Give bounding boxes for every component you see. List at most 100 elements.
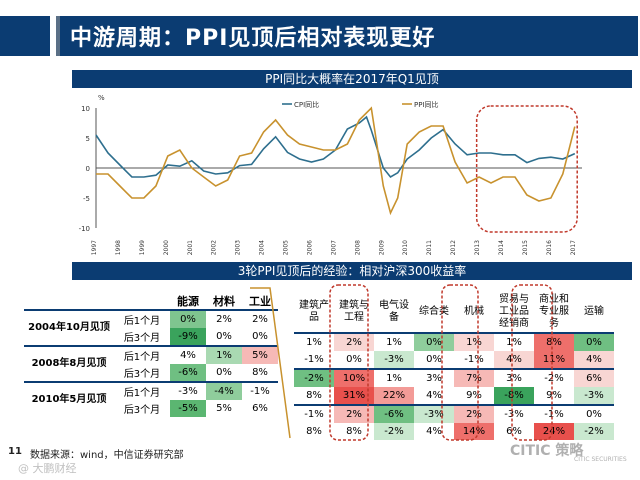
table-row: 2004年10月见顶 后1个月 0% 2% 2% <box>24 309 278 346</box>
right-table-header: 综合类 <box>419 306 449 317</box>
left-table-header-row: 能源 材料 工业 <box>24 292 278 310</box>
table-cell: 1% <box>494 332 534 351</box>
table-cell: 1% <box>374 332 414 351</box>
watermark: @ 大鹏财经 <box>18 462 77 475</box>
chart-banner: PPI同比大概率在2017年Q1见顶 <box>72 70 632 88</box>
table-cell: 14% <box>454 423 494 440</box>
table-cell: 0% <box>242 328 278 346</box>
right-table-header: 运输 <box>584 306 604 317</box>
logo: CITIC 策略 <box>510 443 584 459</box>
y-axis-unit: % <box>98 94 105 102</box>
table-cell: 6% <box>242 400 278 417</box>
table-row: -2% 10% 1% 3% 7% 3% -2% 6% <box>294 368 614 387</box>
table-cell: 24% <box>534 423 574 440</box>
table-cell: -4% <box>206 381 242 400</box>
horizon-label: 后1个月 <box>114 309 170 328</box>
x-tick-label: 1999 <box>139 240 146 255</box>
table-row: 1% 2% 1% 0% 1% 1% 8% 0% <box>294 332 614 351</box>
x-tick-label: 2011 <box>426 240 433 255</box>
x-tick-label: 2014 <box>498 240 505 255</box>
table-cell: -3% <box>414 404 454 423</box>
table-cell: 4% <box>170 345 206 364</box>
x-tick-label: 2016 <box>546 240 553 255</box>
table-cell: 4% <box>494 351 534 369</box>
legend-label: PPI同比 <box>414 100 439 109</box>
right-table: 建筑产品 建筑与工程 电气设备 综合类 机械 贸易与工业品经销商 商业和专业服务 运输 1% 2%… <box>294 292 614 440</box>
y-tick-label: 0 <box>86 165 90 173</box>
table-cell: 0% <box>334 351 374 369</box>
x-tick-label: 2002 <box>211 240 218 255</box>
table-cell: 0% <box>206 364 242 382</box>
y-tick-label: 10 <box>81 105 90 113</box>
table-cell: 9% <box>534 387 574 405</box>
table-cell: -1% <box>242 381 278 400</box>
legend-label: CPI同比 <box>294 100 319 109</box>
table-cell: -1% <box>534 404 574 423</box>
title-bar: 中游周期：PPI见顶后相对表现更好 <box>56 16 638 56</box>
table-cell: 8% <box>294 387 334 405</box>
table-cell: 1% <box>206 345 242 364</box>
table-cell: 0% <box>574 332 614 351</box>
table-cell: 10% <box>334 368 374 387</box>
horizon-label: 后3个月 <box>123 333 161 344</box>
period-label: 2010年5月见顶 <box>24 381 114 417</box>
x-tick-label: 2013 <box>474 240 481 255</box>
x-tick-label: 2012 <box>450 240 457 255</box>
table-cell: 8% <box>294 423 334 440</box>
highlight-box-chart <box>475 105 578 233</box>
table-cell: 4% <box>414 423 454 440</box>
table-cell: -3% <box>574 387 614 405</box>
left-table-header: 能源 <box>177 294 199 308</box>
table-cell: -8% <box>494 387 534 405</box>
table-cell: -3% <box>494 404 534 423</box>
table-cell: 8% <box>242 364 278 382</box>
x-tick-label: 2001 <box>187 240 194 255</box>
page-title: 中游周期：PPI见顶后相对表现更好 <box>70 26 436 51</box>
table-cell: 7% <box>454 368 494 387</box>
table-row: 2008年8月见顶 后1个月 4% 1% 5% <box>24 345 278 382</box>
table-cell: 2% <box>242 309 278 328</box>
table-banner: 3轮PPI见顶后的经验：相对沪深300收益率 <box>72 262 632 280</box>
table-cell: 3% <box>414 368 454 387</box>
x-tick-label: 2003 <box>235 240 242 255</box>
logo-sub: CITIC SECURITIES <box>574 456 627 463</box>
table-cell: 2% <box>454 404 494 423</box>
x-tick-label: 2006 <box>306 240 313 255</box>
x-tick-label: 1997 <box>91 240 98 255</box>
table-cell: 0% <box>574 404 614 423</box>
table-cell: 0% <box>414 332 454 351</box>
table-cell: 3% <box>494 368 534 387</box>
x-tick-label: 2017 <box>570 240 577 255</box>
table-cell: -3% <box>170 381 206 400</box>
line-chart: -10 -5 0 5 10% 1997 1998 1999 2000 2001 2002 2003 20… <box>79 94 582 255</box>
right-table-header: 机械 <box>464 306 484 317</box>
left-table: 能源 材料 工业 2004年10月见顶 后1个月 0% 2% 2% 后3个月 -9% 0% 0% 200… <box>24 292 278 417</box>
table-cell: -2% <box>294 368 334 387</box>
table-cell: 4% <box>574 351 614 369</box>
table-cell: -5% <box>170 400 206 417</box>
page-number: 11 <box>8 446 22 457</box>
horizon-label: 后3个月 <box>123 369 161 380</box>
period-label: 2008年8月见顶 <box>24 345 114 382</box>
table-cell: 1% <box>454 332 494 351</box>
right-table-header: 商业和专业服务 <box>539 294 569 329</box>
x-tick-label: 2007 <box>330 240 337 255</box>
table-cell: 6% <box>494 423 534 440</box>
header-accent <box>0 16 50 56</box>
right-table-header: 建筑产品 <box>299 300 329 323</box>
x-tick-label: 2004 <box>259 240 266 255</box>
table-cell: -1% <box>454 351 494 369</box>
left-table-header: 材料 <box>213 294 235 308</box>
x-tick-label: 2000 <box>163 240 170 255</box>
right-table-header: 电气设备 <box>379 300 409 323</box>
table-cell: -2% <box>574 423 614 440</box>
source-note: 数据来源：wind，中信证券研究部 <box>30 450 184 461</box>
left-table-header-blank <box>114 292 170 310</box>
x-tick-label: 2015 <box>522 240 529 255</box>
y-tick-label: -5 <box>83 195 90 203</box>
horizon-label: 后1个月 <box>114 381 170 400</box>
table-cell: -6% <box>374 404 414 423</box>
horizon-label: 后3个月 <box>123 405 161 416</box>
table-cell: 5% <box>206 400 242 417</box>
table-cell: -1% <box>294 351 334 369</box>
